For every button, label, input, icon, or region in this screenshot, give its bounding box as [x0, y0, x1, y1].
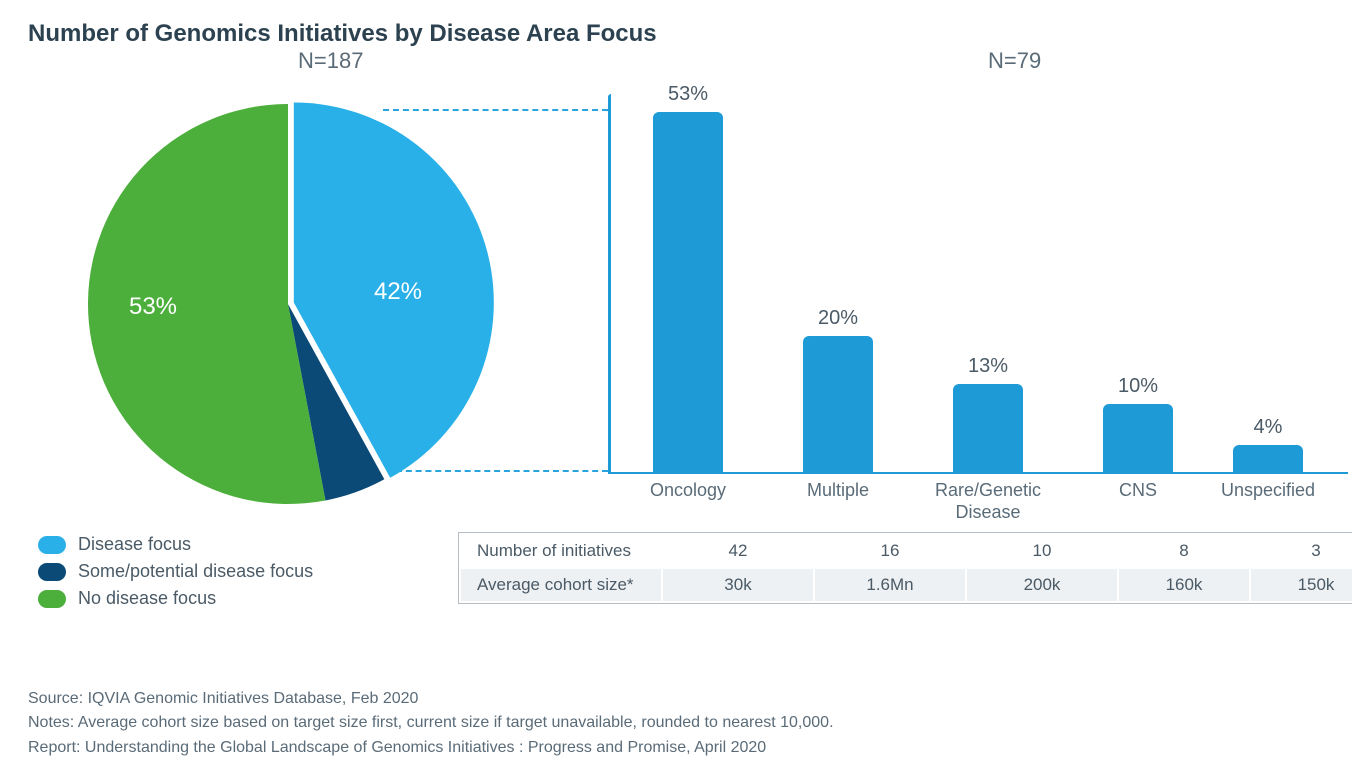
legend-swatch	[38, 536, 66, 554]
legend-item: Some/potential disease focus	[38, 561, 313, 582]
table-cell: 8	[1119, 535, 1249, 567]
footer-source: Source: IQVIA Genomic Initiatives Databa…	[28, 687, 834, 712]
bar-value-label: 13%	[968, 355, 1008, 378]
bars-n-label: N=79	[988, 48, 1041, 74]
table-cell: 150k	[1251, 569, 1352, 601]
pie-slice	[88, 104, 325, 504]
legend-swatch	[38, 590, 66, 608]
legend-item: No disease focus	[38, 588, 313, 609]
pie-chart: 42%5%53%	[78, 94, 498, 514]
chart-title: Number of Genomics Initiatives by Diseas…	[28, 20, 1324, 48]
bar-value-label: 53%	[668, 83, 708, 106]
footer-notes: Source: IQVIA Genomic Initiatives Databa…	[28, 687, 834, 761]
footer-notes-line: Notes: Average cohort size based on targ…	[28, 711, 834, 736]
bar-value-label: 4%	[1254, 416, 1283, 439]
table-cell: 10	[967, 535, 1117, 567]
table-cell: 30k	[663, 569, 813, 601]
legend-item: Disease focus	[38, 534, 313, 555]
legend-label: Disease focus	[78, 534, 191, 555]
table-cell: 16	[815, 535, 965, 567]
data-table: Number of initiatives42161083Average coh…	[458, 532, 1352, 604]
table-row: Average cohort size*30k1.6Mn200k160k150k	[461, 569, 1352, 601]
legend-label: Some/potential disease focus	[78, 561, 313, 582]
legend-swatch	[38, 563, 66, 581]
pie-n-label: N=187	[298, 48, 363, 74]
table-cell: 1.6Mn	[815, 569, 965, 601]
bar-category-label: Unspecified	[1198, 480, 1338, 502]
bar	[803, 336, 873, 472]
table-row-label: Number of initiatives	[461, 535, 661, 567]
bar-value-label: 20%	[818, 307, 858, 330]
bar-category-label: Rare/Genetic Disease	[918, 480, 1058, 523]
bar	[653, 112, 723, 472]
bar-chart: 53%Oncology20%Multiple13%Rare/Genetic Di…	[608, 94, 1348, 474]
bar	[1233, 445, 1303, 472]
pie-legend: Disease focus Some/potential disease focu…	[38, 534, 313, 615]
pie-slice-label: 42%	[374, 278, 422, 305]
footer-report: Report: Understanding the Global Landsca…	[28, 736, 834, 761]
bar-y-axis	[608, 94, 611, 474]
table-row-label: Average cohort size*	[461, 569, 661, 601]
table-row: Number of initiatives42161083	[461, 535, 1352, 567]
table-cell: 200k	[967, 569, 1117, 601]
pie-slice-label: 53%	[129, 293, 177, 320]
bar-category-label: Multiple	[768, 480, 908, 502]
bar	[1103, 404, 1173, 472]
legend-label: No disease focus	[78, 588, 216, 609]
bar	[953, 384, 1023, 472]
table-cell: 42	[663, 535, 813, 567]
bar-value-label: 10%	[1118, 375, 1158, 398]
bar-category-label: CNS	[1068, 480, 1208, 502]
bar-category-label: Oncology	[618, 480, 758, 502]
chart-area: N=187 N=79 42%5%53% Disease focusSome/po…	[28, 54, 1324, 594]
table-cell: 3	[1251, 535, 1352, 567]
table-cell: 160k	[1119, 569, 1249, 601]
bar-baseline	[608, 472, 1348, 474]
